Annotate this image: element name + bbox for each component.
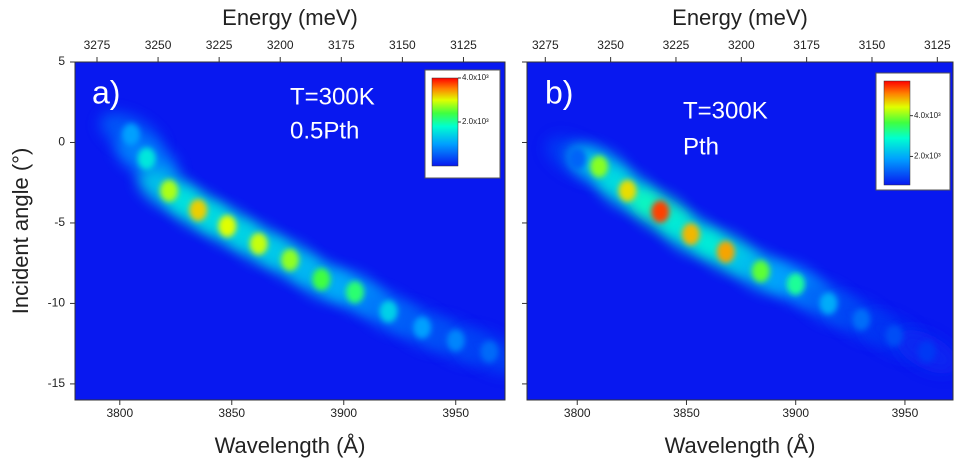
colorbar-tick-label: 2.0x10³ [462, 117, 489, 126]
spot [751, 260, 770, 283]
spot [160, 179, 179, 202]
y-axis-title: Incident angle (°) [8, 148, 33, 315]
x2-tick-label: 3125 [924, 38, 951, 52]
spot [480, 340, 499, 363]
colorbar-tick-label: 4.0x10³ [462, 73, 489, 82]
spot [618, 179, 637, 202]
spots [99, 112, 505, 374]
x2-tick-label: 3250 [597, 38, 624, 52]
x-tick-label: 3850 [673, 406, 700, 420]
x-tick-label: 3900 [330, 406, 357, 420]
x2-tick-label: 3150 [389, 38, 416, 52]
spot [568, 147, 587, 170]
annotation: Pth [683, 133, 719, 160]
x-tick-label: 3950 [892, 406, 919, 420]
y-tick-label: 0 [58, 135, 65, 149]
spot [446, 329, 465, 352]
x-axis-title: Wavelength (Å) [215, 433, 366, 458]
colorbar [883, 80, 911, 186]
x2-tick-label: 3225 [663, 38, 690, 52]
spot [312, 268, 331, 291]
colorbar-tick-label: 2.0x10³ [914, 152, 941, 161]
spot [786, 273, 805, 296]
spot [121, 123, 140, 146]
spot [249, 232, 268, 255]
plot-frame [74, 61, 506, 401]
spot [852, 308, 871, 331]
spot [819, 292, 838, 315]
x-tick-label: 3950 [442, 406, 469, 420]
x-tick-label: 3850 [218, 406, 245, 420]
colorbar-tick-label: 4.0x10³ [914, 111, 941, 120]
x2-tick-label: 3125 [450, 38, 477, 52]
spot [137, 147, 156, 170]
spot [413, 316, 432, 339]
panel-label: b) [545, 74, 573, 110]
spot [281, 248, 299, 271]
x2-tick-label: 3200 [728, 38, 755, 52]
x2-tick-label: 3275 [84, 38, 111, 52]
x2-axis-title: Energy (meV) [672, 5, 808, 30]
x2-tick-label: 3225 [206, 38, 233, 52]
spot [345, 281, 364, 304]
spot [379, 300, 398, 323]
panel: 3800 3850 3900 3950 3275 3250 3225 3200 3175 3150… [8, 5, 506, 458]
y-tick-label: 5 [58, 54, 65, 68]
colorbar [431, 77, 459, 167]
x2-tick-label: 3250 [145, 38, 172, 52]
y-tick-label: -5 [54, 215, 65, 229]
spot [651, 200, 670, 223]
spot [885, 324, 904, 347]
x2-tick-label: 3150 [859, 38, 886, 52]
panel: 3800 3850 3900 3950 3275 3250 3225 3200 3175 3150… [522, 5, 954, 458]
plot-frame [526, 61, 954, 401]
x2-tick-label: 3275 [532, 38, 559, 52]
y-tick-label: -15 [48, 376, 66, 390]
spot [681, 223, 700, 246]
panel-label: a) [92, 74, 120, 110]
x-tick-label: 3800 [564, 406, 591, 420]
x2-tick-label: 3175 [328, 38, 355, 52]
spot [590, 155, 609, 178]
y-tick-label: -10 [48, 296, 66, 310]
x-axis-title: Wavelength (Å) [665, 433, 816, 458]
x2-tick-label: 3175 [793, 38, 820, 52]
x-tick-label: 3900 [782, 406, 809, 420]
spot [917, 340, 936, 363]
x2-tick-label: 3200 [267, 38, 294, 52]
x2-axis-title: Energy (meV) [222, 5, 358, 30]
annotation: T=300K [290, 83, 375, 110]
spot [218, 215, 237, 238]
annotation: T=300K [683, 97, 768, 124]
spot [716, 240, 735, 263]
annotation: 0.5Pth [290, 117, 359, 144]
spots [546, 136, 953, 374]
x-tick-label: 3800 [106, 406, 133, 420]
spot [189, 199, 208, 222]
